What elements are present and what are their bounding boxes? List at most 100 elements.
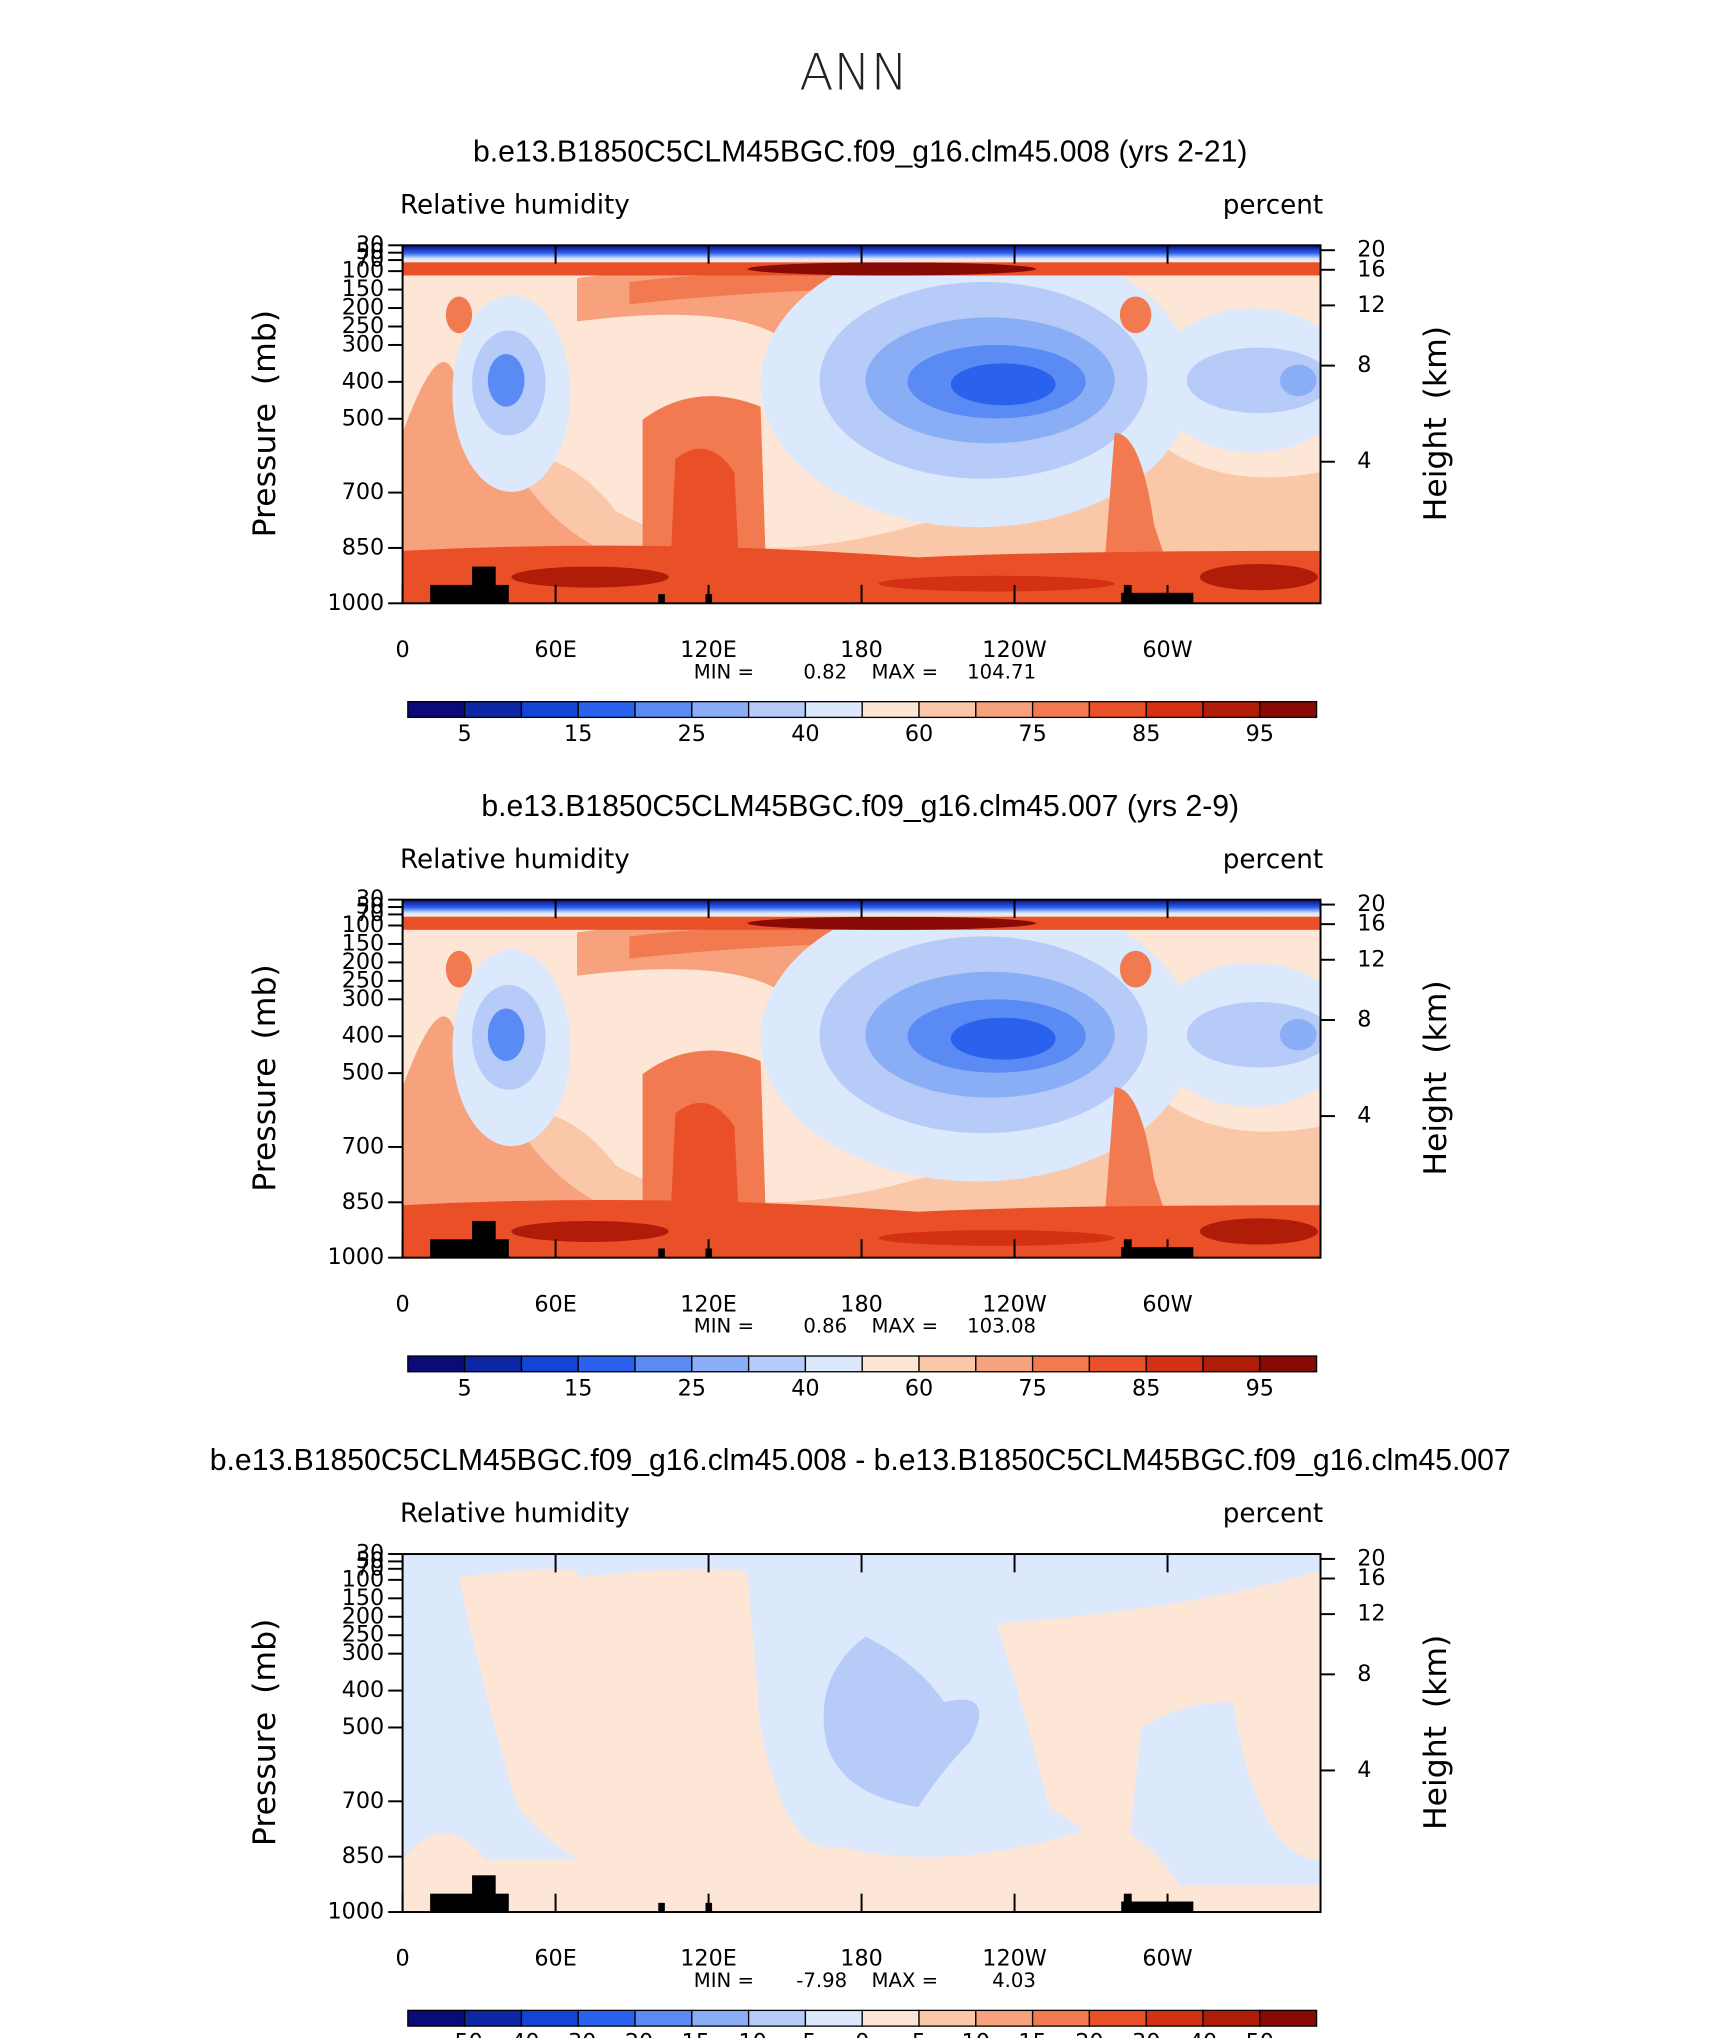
y-axis-label: Pressure (mb) [247,964,283,1191]
colorbar-label: 50 [1246,2030,1274,2038]
colorbar-label: -20 [617,2030,653,2038]
contour-field [403,893,1351,1258]
x-tick-label: 60E [534,637,576,663]
units: percent [1223,1499,1323,1529]
colorbar-box [975,700,1034,719]
colorbar-label: -30 [560,2030,596,2038]
y2-tick-label: 12 [1357,946,1385,972]
panel-title: b.e13.B1850C5CLM45BGC.f09_g16.clm45.008 … [473,135,1247,168]
x-tick-label: 120W [982,1291,1047,1317]
panel-title: b.e13.B1850C5CLM45BGC.f09_g16.clm45.008 … [210,1444,1511,1477]
colorbar-label: 95 [1246,1375,1274,1401]
colorbar-box [1259,2009,1318,2027]
colorbar-label: 20 [1075,2030,1103,2038]
y-tick-label: 50 [356,894,384,920]
colorbar-box [520,2009,579,2027]
y-tick-label: 50 [356,1548,384,1574]
y-tick-label: 200 [342,949,385,975]
colorbar-label: 85 [1132,721,1160,747]
colorbar-label: 15 [564,1375,592,1401]
colorbar-box [747,1355,807,1373]
colorbar-label: 5 [458,1375,472,1401]
colorbar-box [861,700,920,719]
y2-tick-label: 4 [1357,1103,1371,1129]
units: percent [1223,190,1323,220]
colorbar-box [1259,700,1318,719]
x-tick-label: 0 [395,1291,409,1317]
y-tick-label: 850 [342,1189,385,1215]
colorbar-label: 40 [791,1375,819,1401]
colorbar-box [463,700,523,719]
colorbar-box [463,1355,523,1373]
y-tick-label: 700 [342,1133,385,1159]
x-tick-label: 120W [982,637,1047,663]
y-tick-label: 400 [342,1023,385,1049]
colorbar-box [861,1355,920,1373]
max-value: 4.03 [992,1969,1036,1992]
y2-axis-label: Height (km) [1418,1635,1454,1830]
y-tick-label: 200 [342,295,385,321]
max-label: MAX = [872,1969,939,1992]
colorbar-box [463,2009,523,2027]
colorbar-label: -15 [674,2030,710,2038]
max-value: 104.71 [967,660,1036,683]
colorbar-box [634,1355,693,1373]
y-tick-label: 300 [342,331,385,357]
y-tick-label: 150 [342,930,385,956]
y2-tick-label: 12 [1357,292,1385,318]
colorbar-box [1031,700,1091,719]
colorbar-label: 0 [855,2030,869,2038]
colorbar-label: 25 [678,1375,706,1401]
colorbar-box [1031,2009,1091,2027]
y-tick-label: 850 [342,534,385,560]
colorbar-box [804,1355,863,1373]
colorbar-label: 5 [912,2030,926,2038]
y2-tick-label: 20 [1357,1545,1385,1571]
colorbar-box [634,2009,693,2027]
colorbar-box [691,700,750,719]
y-tick-label: 500 [342,1714,385,1740]
max-label: MAX = [872,660,939,683]
y-axis-label: Pressure (mb) [247,310,283,537]
colorbar-box [577,2009,636,2027]
y-tick-label: 850 [342,1843,385,1869]
colorbar-label: 75 [1018,1375,1046,1401]
y-tick-label: 400 [342,368,385,394]
colorbar-box [1202,1355,1261,1373]
y-tick-label: 700 [342,1788,385,1814]
y-tick-label: 400 [342,1677,385,1703]
y-tick-label: 1000 [328,1244,385,1270]
colorbar-box [804,2009,863,2027]
figure-title: ANN [799,44,908,102]
y2-axis-label: Height (km) [1418,326,1454,521]
y-tick-label: 100 [342,912,385,938]
max-value: 103.08 [967,1315,1036,1338]
x-tick-label: 60W [1142,1946,1192,1972]
colorbar-label: 15 [564,721,592,747]
colorbar-box [1088,700,1147,719]
colorbar-box [407,1355,466,1373]
colorbar-box [1259,1355,1318,1373]
min-value: 0.86 [803,1315,847,1338]
colorbar-box [691,2009,750,2027]
y-tick-label: 250 [342,967,385,993]
units: percent [1223,845,1323,875]
y-tick-label: 250 [342,313,385,339]
y2-tick-label: 16 [1357,911,1385,937]
y-tick-label: 300 [342,986,385,1012]
min-value: -7.98 [796,1969,847,1992]
colorbar-label: 10 [962,2030,990,2038]
variable-name: Relative humidity [400,1499,630,1529]
min-label: MIN = [694,660,754,683]
colorbar-box [520,1355,579,1373]
min-value: 0.82 [803,660,847,683]
x-tick-label: 60W [1142,637,1192,663]
colorbar-box [1145,2009,1204,2027]
y2-tick-label: 16 [1357,1565,1385,1591]
x-tick-label: 120W [982,1946,1047,1972]
colorbar-label: 30 [1132,2030,1160,2038]
colorbar-label: 40 [791,721,819,747]
colorbar-box [918,1355,977,1373]
colorbar-label: 5 [458,721,472,747]
